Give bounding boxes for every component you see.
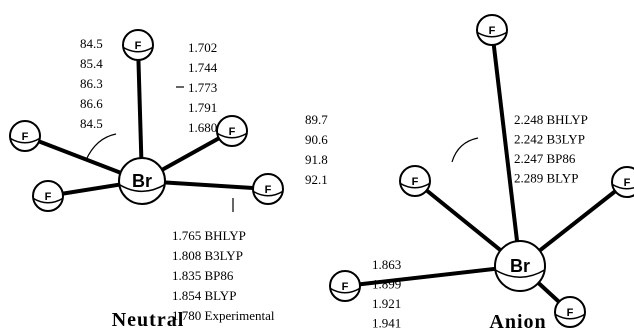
- angle-label: 92.1: [305, 172, 328, 187]
- atom-label: F: [45, 191, 52, 203]
- angle-label: 90.6: [305, 132, 328, 147]
- angle-label: 91.8: [305, 152, 328, 167]
- bond-length-label: 1.899: [372, 277, 401, 292]
- bond-length-label: 2.242 B3LYP: [514, 132, 585, 147]
- atom-label: F: [135, 40, 142, 52]
- figure: F F F F F Br F F F F F Br 84.5 85.4 86.3 86.6 84.5 1.702…: [0, 0, 634, 335]
- atom-label: F: [342, 281, 349, 293]
- bond-length-label: 1.921: [372, 296, 401, 311]
- bond-length-label: 1.941: [372, 316, 401, 331]
- atom-label: F: [489, 25, 496, 37]
- atom-label: F: [22, 131, 29, 143]
- molecule-title: Neutral: [112, 309, 185, 331]
- angle-arc: [452, 138, 478, 162]
- angle-label: 85.4: [80, 56, 103, 71]
- angle-label: 84.5: [80, 116, 103, 131]
- angle-label: 89.7: [305, 112, 328, 127]
- angle-label: 84.5: [80, 36, 103, 51]
- bond-length-label: 1.680: [188, 120, 217, 135]
- bond-length-label: 1.835 BP86: [172, 268, 234, 283]
- angle-arc: [86, 134, 116, 160]
- bond-length-label: 1.765 BHLYP: [172, 228, 246, 243]
- bond-length-label: 2.248 BHLYP: [514, 112, 588, 127]
- atom-label: F: [265, 184, 272, 196]
- atom-label: F: [624, 177, 631, 189]
- bond-length-label: 1.773: [188, 80, 217, 95]
- bond: [492, 30, 520, 266]
- bond-length-label: 1.854 BLYP: [172, 288, 236, 303]
- bond-length-label: 1.791: [188, 100, 217, 115]
- angle-label: 86.3: [80, 76, 103, 91]
- bond-length-label: 1.780 Experimental: [172, 308, 275, 323]
- atom-label: F: [229, 126, 236, 138]
- bond-length-label: 2.247 BP86: [514, 151, 576, 166]
- bond-length-label: 1.863: [372, 257, 401, 272]
- bond-length-label: 1.702: [188, 40, 217, 55]
- atom-label: Br: [510, 256, 530, 276]
- angle-label: 86.6: [80, 96, 103, 111]
- bond-length-label: 1.808 B3LYP: [172, 248, 243, 263]
- atom-label: F: [412, 176, 419, 188]
- molecule-title: Anion: [489, 311, 546, 333]
- bond-length-label: 1.744: [188, 60, 218, 75]
- atom-label: Br: [132, 171, 152, 191]
- bond-length-label: 2.289 BLYP: [514, 171, 578, 186]
- atom-label: F: [567, 307, 574, 319]
